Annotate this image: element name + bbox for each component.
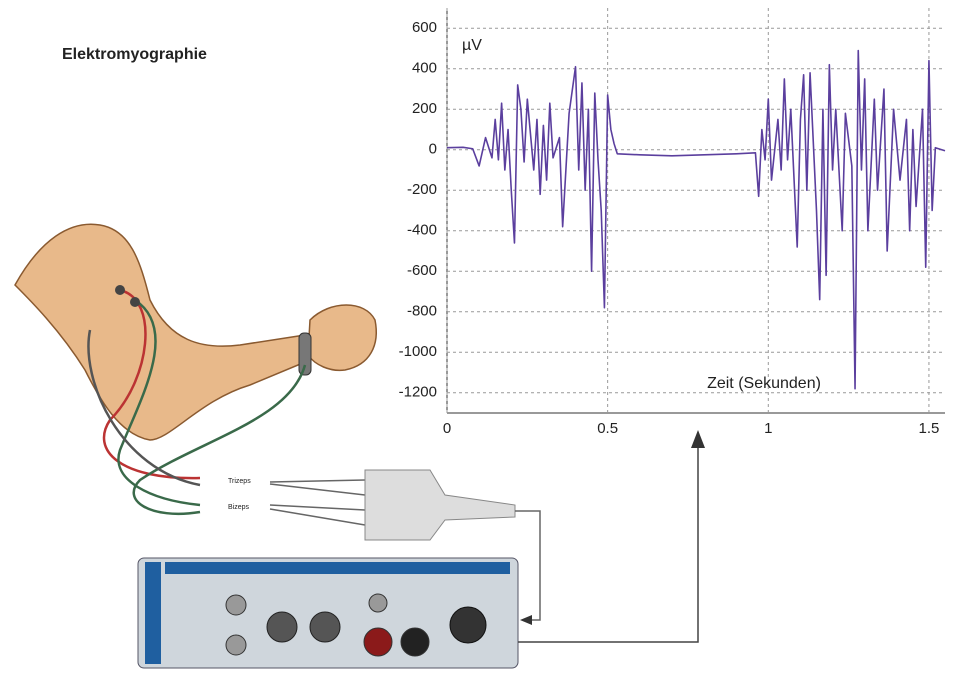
x-tick-label: 1	[764, 420, 772, 437]
y-tick-label: 200	[412, 100, 437, 117]
annotation: Trizeps	[228, 478, 251, 485]
x-tick-label: 1.5	[919, 420, 940, 437]
arrow	[518, 435, 698, 642]
x-axis-label: Zeit (Sekunden)	[707, 375, 821, 392]
y-tick-label: -1200	[399, 384, 437, 401]
y-tick-label: 600	[412, 19, 437, 36]
y-tick-label: 400	[412, 60, 437, 77]
y-axis-label: µV	[462, 37, 482, 54]
x-tick-label: 0.5	[597, 420, 618, 437]
plot: 600 400 200 0 -200 -400 -600 -800 -1000 -1200 0 0.5…	[399, 8, 945, 437]
y-tick-label: -200	[407, 181, 437, 198]
y-tick-label: 0	[429, 141, 437, 158]
x-tick-label: 0	[443, 420, 451, 437]
arm-illustration	[15, 224, 376, 514]
page: Trizeps Bizeps Elektromyographie µV 600 4…	[0, 0, 955, 673]
chart-title: Elektromyographie	[62, 46, 207, 63]
y-tick-label: -600	[407, 262, 437, 279]
y-tick-label: -800	[407, 303, 437, 320]
y-tick-label: -1000	[399, 343, 437, 360]
annotation: Bizeps	[228, 504, 250, 511]
signal-line	[447, 51, 945, 389]
y-tick-label: -400	[407, 222, 437, 239]
interface-device	[138, 558, 518, 668]
arrow-head	[691, 430, 705, 448]
